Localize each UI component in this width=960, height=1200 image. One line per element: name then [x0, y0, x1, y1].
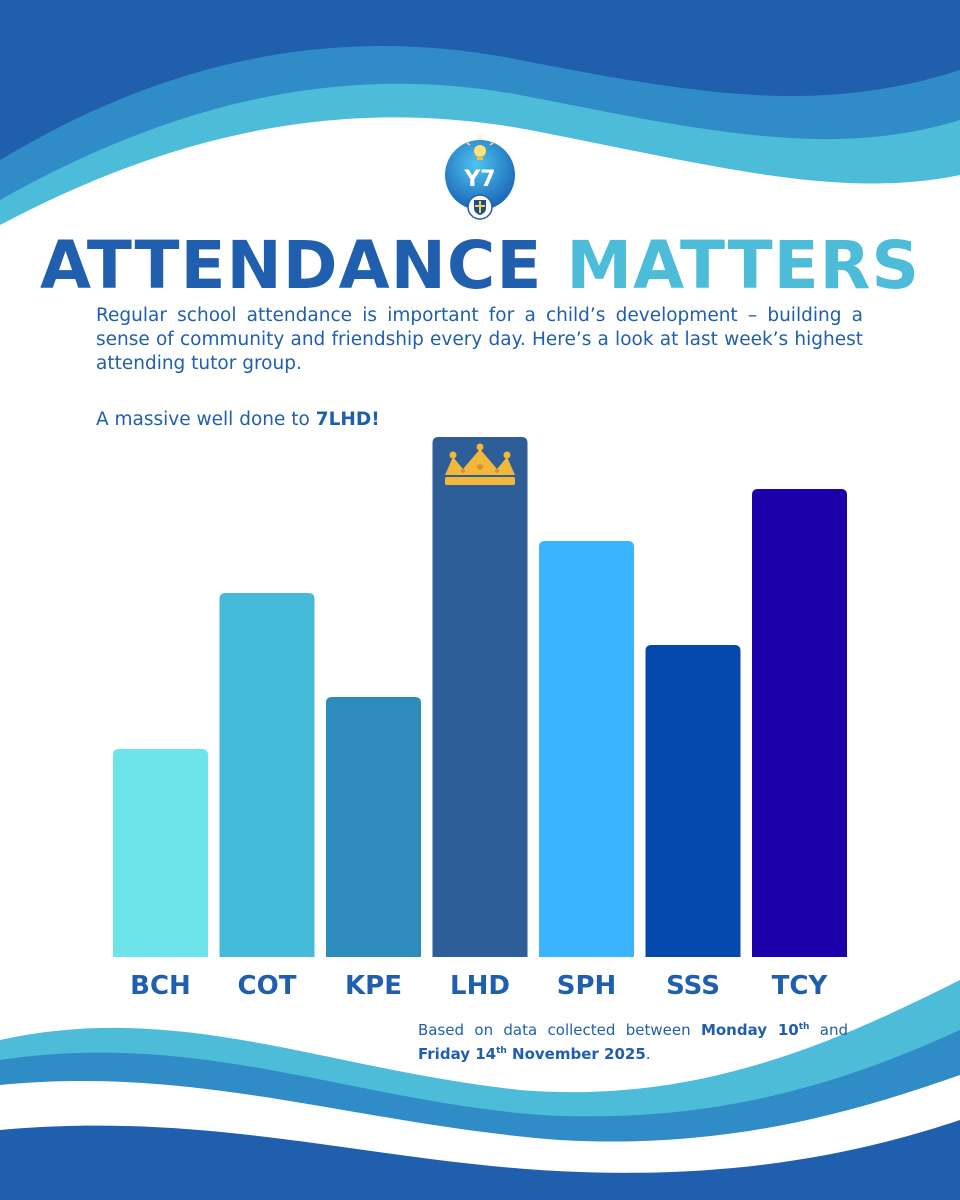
title-part-matters: MATTERS	[566, 227, 921, 304]
x-label-cot: COT	[238, 971, 297, 1001]
x-axis-labels: BCH COT KPE LHD SPH SSS TCY	[130, 971, 828, 1001]
x-label-bch: BCH	[130, 971, 191, 1001]
bar-lhd	[432, 437, 528, 957]
footnote-suffix: .	[645, 1045, 651, 1063]
bar-sph	[539, 541, 634, 957]
footnote-end-date: Friday 14th November 2025	[418, 1045, 646, 1063]
data-footnote: Based on data collected between Monday 1…	[418, 1018, 848, 1066]
bar-bch	[113, 749, 208, 957]
footnote-end-sup: th	[496, 1046, 507, 1056]
bar-cot	[219, 593, 315, 957]
x-label-sss: SSS	[666, 971, 720, 1001]
bar-sss	[645, 645, 741, 957]
x-label-sph: SPH	[557, 971, 617, 1001]
bar-kpe	[326, 697, 421, 957]
footnote-start-sup: th	[798, 1022, 810, 1032]
x-label-lhd: LHD	[450, 971, 510, 1001]
x-label-tcy: TCY	[772, 971, 829, 1001]
footnote-start-day: Monday 10	[700, 1021, 799, 1039]
title-part-attendance: ATTENDANCE	[39, 227, 543, 304]
bars-group	[113, 437, 847, 957]
footnote-middle: and	[809, 1021, 848, 1039]
well-done-line: A massive well done to 7LHD!	[96, 408, 696, 432]
footnote-end-day: Friday 14	[418, 1045, 497, 1063]
winning-group: 7LHD!	[315, 409, 380, 430]
bar-tcy	[752, 489, 847, 957]
footnote-start-date: Monday 10th	[701, 1021, 809, 1039]
crown-icon	[445, 443, 515, 485]
well-done-prefix: A massive well done to	[96, 409, 316, 430]
footnote-end-rest: November 2025	[506, 1045, 646, 1063]
bottom-wave-dark	[0, 1120, 960, 1200]
page-title: ATTENDANCE MATTERS	[0, 222, 960, 310]
intro-paragraph: Regular school attendance is important f…	[96, 305, 863, 374]
footnote-prefix: Based on data collected between	[418, 1021, 701, 1039]
x-label-kpe: KPE	[345, 971, 402, 1001]
